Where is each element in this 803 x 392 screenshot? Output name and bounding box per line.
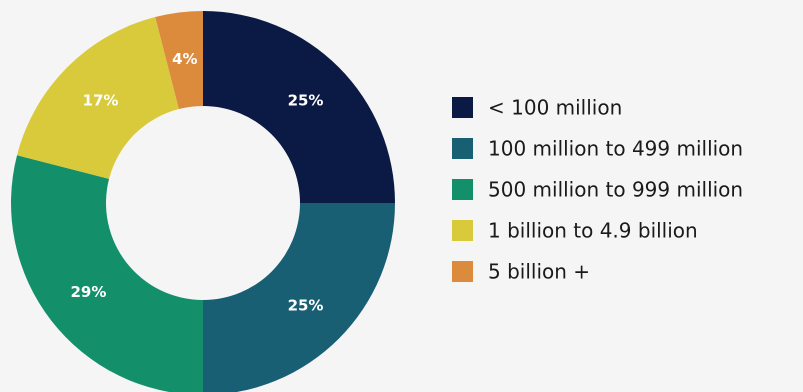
legend-item-1-billion-to-4-9-billion: 1 billion to 4.9 billion (452, 219, 698, 243)
legend-swatch (452, 138, 473, 159)
legend-item-100-million: < 100 million (452, 96, 622, 120)
legend-swatch (452, 261, 473, 282)
slice-labels: 25% 25% 29% 17% 4% (70, 50, 323, 314)
legend-swatch (452, 220, 473, 241)
data-label-5-billion: 4% (172, 50, 197, 68)
data-label-100-million: 25% (288, 91, 324, 109)
slice-100-million-to-499-million (203, 203, 395, 392)
legend: < 100 million 100 million to 499 million 5… (452, 96, 743, 284)
legend-item-100-million-to-499-million: 100 million to 499 million (452, 137, 743, 161)
legend-label: 100 million to 499 million (488, 137, 743, 161)
legend-label: 1 billion to 4.9 billion (488, 219, 698, 243)
legend-item-5-billion: 5 billion + (452, 260, 590, 284)
slice-1-billion-to-4-9-billion (17, 17, 179, 179)
data-label-1-billion-to-4-9-billion: 17% (83, 91, 119, 109)
legend-item-500-million-to-999-million: 500 million to 999 million (452, 178, 743, 202)
legend-label: 500 million to 999 million (488, 178, 743, 202)
data-label-100-million-to-499-million: 25% (288, 297, 324, 315)
donut-slices (11, 11, 395, 392)
data-label-500-million-to-999-million: 29% (70, 283, 106, 301)
slice-5-billion (155, 11, 203, 110)
slice-100-million (203, 11, 395, 203)
legend-swatch (452, 97, 473, 118)
legend-label: < 100 million (488, 96, 622, 120)
legend-label: 5 billion + (488, 260, 590, 284)
legend-swatch (452, 179, 473, 200)
slice-500-million-to-999-million (11, 155, 203, 392)
